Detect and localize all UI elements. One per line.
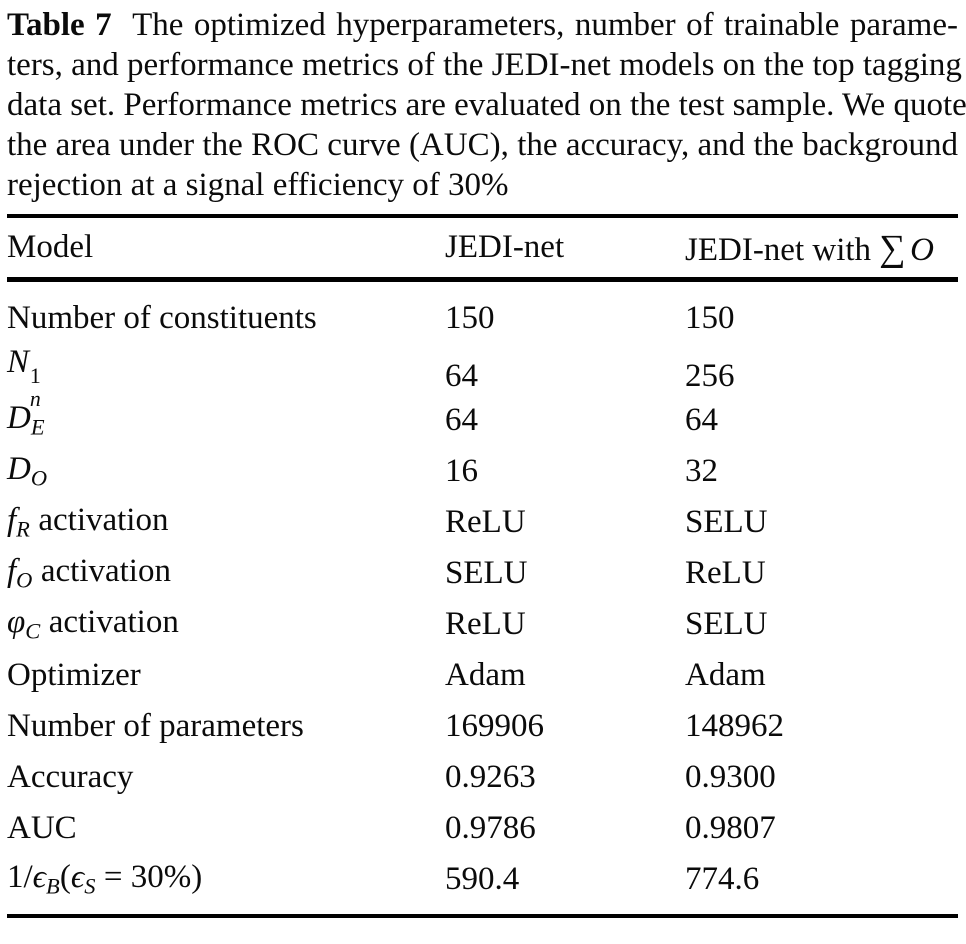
row-value-jedi-net: SELU — [445, 555, 528, 591]
math-subscript: R — [16, 516, 31, 542]
math-italic: f — [7, 553, 17, 590]
row-value-jedi-net: 0.9786 — [445, 810, 536, 846]
caption-line: the area under the ROC curve (AUC), the … — [7, 127, 958, 163]
math-subscript: E — [30, 414, 45, 440]
row-value-jedi-net-with-sum-o: 774.6 — [685, 861, 760, 897]
table-row: Number of parameters 169906 148962 — [7, 701, 958, 752]
table-bottom-rule — [7, 914, 958, 918]
row-label: Optimizer — [7, 657, 141, 693]
header-cell-jedi-net: JEDI-net — [445, 229, 565, 265]
math-italic: ϵ — [32, 859, 46, 896]
math-italic: D — [7, 400, 31, 437]
table-row: AUC 0.9786 0.9807 — [7, 803, 958, 854]
math-italic: φ — [7, 604, 26, 641]
row-value-jedi-net-with-sum-o: 148962 — [685, 708, 784, 744]
table-row: DE 64 64 — [7, 395, 958, 446]
row-label: fO activation — [7, 553, 171, 593]
header-cell-model: Model — [7, 229, 94, 265]
row-value-jedi-net: 64 — [445, 402, 478, 438]
row-label: φC activation — [7, 604, 179, 644]
table-row: fR activation ReLU SELU — [7, 497, 958, 548]
header-cell-jedi-net-with-sum-o: JEDI-net with ∑ O — [685, 227, 934, 268]
table-row: Accuracy 0.9263 0.9300 — [7, 752, 958, 803]
table-row: fO activation SELU ReLU — [7, 548, 958, 599]
caption-line: rejection at a signal efficiency of 30% — [7, 167, 509, 203]
table-row: Optimizer Adam Adam — [7, 650, 958, 701]
math-subscript: C — [25, 618, 41, 644]
row-value-jedi-net-with-sum-o: 256 — [685, 358, 735, 395]
math-italic: N — [7, 344, 30, 380]
table-row: DO 16 32 — [7, 446, 958, 497]
paper-table-figure: Table 7 The optimized hyperparameters, nu… — [7, 5, 966, 918]
row-label: 1/ϵB(ϵS = 30%) — [7, 859, 203, 899]
math-subscript: S — [84, 873, 96, 899]
row-value-jedi-net: 64 — [445, 358, 478, 395]
row-label: Number of constituents — [7, 300, 317, 336]
row-value-jedi-net: ReLU — [445, 504, 526, 540]
row-value-jedi-net-with-sum-o: SELU — [685, 606, 768, 642]
row-value-jedi-net: 169906 — [445, 708, 544, 744]
row-value-jedi-net-with-sum-o: ReLU — [685, 555, 766, 591]
table-caption: Table 7 The optimized hyperparameters, nu… — [7, 5, 966, 205]
table-row: φC activation ReLU SELU — [7, 599, 958, 650]
row-value-jedi-net: 0.9263 — [445, 759, 536, 795]
math-italic: f — [7, 502, 17, 539]
caption-line: data set. Performance metrics are evalua… — [7, 87, 966, 123]
row-value-jedi-net-with-sum-o: SELU — [685, 504, 768, 540]
row-value-jedi-net-with-sum-o: Adam — [685, 657, 766, 693]
row-label: Accuracy — [7, 759, 134, 795]
row-value-jedi-net: 16 — [445, 453, 478, 489]
math-superscript: 1 — [29, 364, 41, 389]
table-header-row: Model JEDI-net JEDI-net with ∑ O — [7, 218, 958, 277]
math-subscript: n — [29, 386, 41, 411]
math-italic: O — [910, 232, 934, 268]
row-value-jedi-net-with-sum-o: 32 — [685, 453, 718, 489]
table-row: Number of constituents 150 150 — [7, 293, 958, 344]
row-value-jedi-net-with-sum-o: 150 — [685, 300, 735, 336]
row-value-jedi-net: 150 — [445, 300, 495, 336]
row-value-jedi-net-with-sum-o: 0.9300 — [685, 759, 776, 795]
row-value-jedi-net-with-sum-o: 64 — [685, 402, 718, 438]
caption-line: Table 7 The optimized hyperparameters, nu… — [7, 7, 958, 43]
row-value-jedi-net: ReLU — [445, 606, 526, 642]
math-subscript: O — [30, 465, 48, 491]
table-header: Model JEDI-net JEDI-net with ∑ O — [7, 218, 958, 277]
row-label: AUC — [7, 810, 77, 846]
table-number-label: Table 7 — [7, 7, 112, 43]
caption-line: ters, and performance metrics of the JED… — [7, 47, 962, 83]
math-italic: D — [7, 451, 31, 488]
row-value-jedi-net: 590.4 — [445, 861, 520, 897]
row-label: Number of parameters — [7, 708, 304, 744]
table-row: 1/ϵB(ϵS = 30%) 590.4 774.6 — [7, 854, 958, 905]
row-label: DE — [7, 400, 445, 440]
row-value-jedi-net-with-sum-o: 0.9807 — [685, 810, 776, 846]
summation-symbol: ∑ — [879, 227, 906, 268]
math-subscript: O — [16, 567, 33, 593]
table-mid-rule — [7, 277, 958, 282]
math-italic: ϵ — [70, 859, 85, 896]
row-value-jedi-net: Adam — [445, 657, 526, 693]
table-top-rule — [7, 214, 958, 218]
math-subscript: B — [45, 873, 60, 899]
row-label: DO — [7, 451, 445, 491]
row-label: fR activation — [7, 502, 169, 542]
